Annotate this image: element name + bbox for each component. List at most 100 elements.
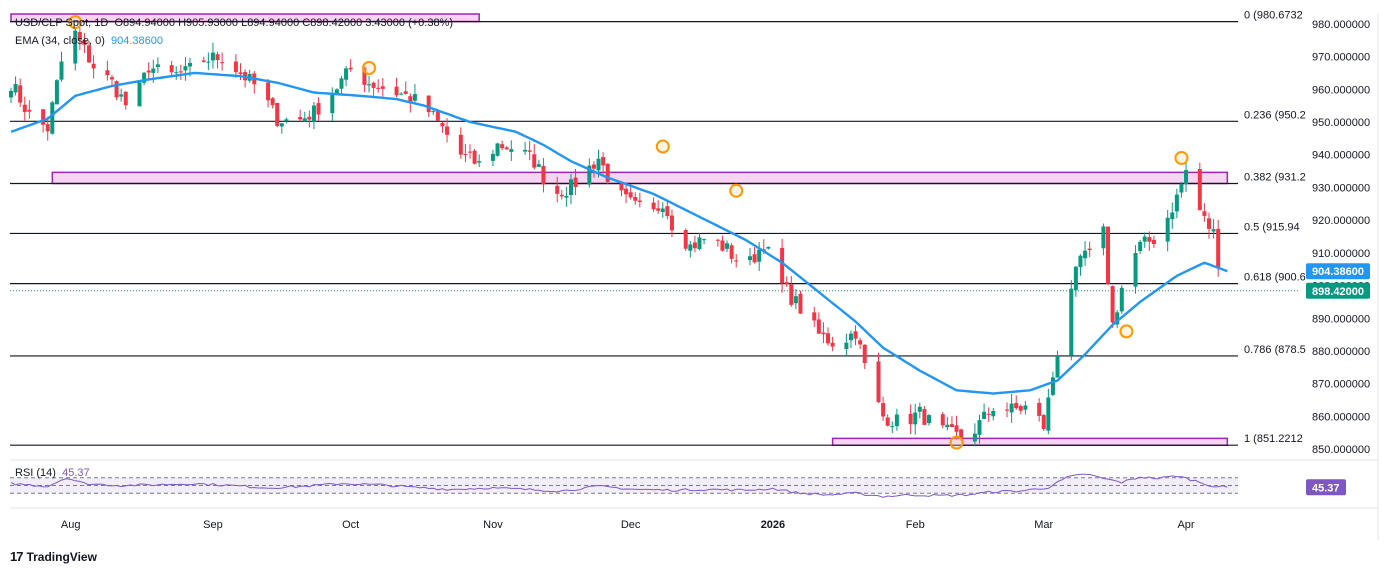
candle-body (367, 84, 372, 86)
candle (1101, 223, 1106, 256)
candle (445, 118, 450, 143)
fibonacci-group: 0 (980.6732 0.236 (950.2 0.382 (931.2 0.5 (… (10, 10, 1306, 446)
ema-label[interactable]: EMA (34, close, 0) (15, 35, 105, 47)
candle (894, 408, 899, 431)
candle (1138, 239, 1143, 255)
candle (821, 322, 826, 344)
candle (940, 411, 945, 429)
candle-body (798, 293, 803, 314)
y-tick-label: 880.000000 (1312, 346, 1370, 358)
candle-body (1142, 236, 1147, 242)
candle (541, 158, 546, 193)
candle-body (876, 361, 881, 403)
fib-label-0.618: 0.618 (900.6 (1244, 272, 1306, 284)
candle (573, 169, 578, 196)
tradingview-brand[interactable]: 17 TradingView (10, 549, 97, 564)
candle-body (927, 415, 931, 424)
candle (504, 146, 509, 150)
x-tick-label: Apr (1177, 519, 1194, 531)
candle (766, 246, 771, 250)
candle (109, 74, 114, 86)
candle-body (922, 409, 927, 425)
candle-body (587, 165, 592, 185)
candle-body (940, 414, 945, 426)
candle-body (50, 102, 55, 134)
candle-body (1151, 239, 1156, 245)
ema-legend: EMA (34, close, 0) 904.38600 (15, 35, 163, 47)
candle-body (564, 195, 569, 198)
candle (1005, 402, 1010, 418)
candle (146, 62, 151, 81)
candle (844, 333, 849, 356)
candle (509, 140, 514, 162)
candle (1170, 202, 1175, 229)
candle (1046, 388, 1051, 435)
candle-body (399, 93, 404, 95)
candle-body (1202, 211, 1207, 216)
candle (1184, 161, 1189, 192)
candle-body (233, 61, 238, 73)
candle (1073, 266, 1078, 297)
candle-body (858, 340, 863, 345)
rsi-value-label: 45.37 (1312, 482, 1340, 494)
candle-body (1147, 237, 1152, 242)
candle-body (527, 150, 532, 152)
candle-body (238, 72, 243, 75)
y-tick-label: 950.000000 (1312, 117, 1370, 129)
candle-body (752, 254, 757, 263)
candle (123, 91, 128, 110)
candle-body (431, 111, 436, 113)
candle-body (651, 202, 656, 210)
candle (1179, 181, 1184, 198)
candle-body (376, 87, 381, 89)
candle (91, 55, 96, 79)
candle (266, 79, 271, 108)
symbol-name[interactable]: USD/CLP Spot, 1D (15, 17, 109, 29)
x-tick-label: Nov (483, 519, 503, 531)
x-tick-label: Dec (621, 519, 641, 531)
candle-body (426, 95, 431, 113)
fib-label-0.236: 0.236 (950.2 (1244, 109, 1306, 121)
candle-body (188, 62, 193, 67)
x-tick-label: Mar (1034, 519, 1053, 531)
candle-body (109, 77, 114, 80)
candle (77, 27, 82, 50)
candle (527, 140, 532, 161)
candle-body (73, 30, 78, 64)
candle-body (669, 215, 674, 231)
rsi-legend-value: 45.37 (62, 467, 90, 479)
candle (348, 59, 353, 72)
candle-body (1083, 250, 1088, 259)
candle (720, 235, 725, 252)
candle (174, 66, 179, 80)
candle (624, 182, 629, 204)
x-tick-label: Aug (61, 519, 81, 531)
candle (972, 423, 977, 447)
candle-body (220, 62, 225, 64)
candle (1142, 232, 1147, 248)
price-axis: 850.000000 860.000000 870.000000 880.000000… (1306, 19, 1370, 456)
candle-body (1197, 169, 1202, 211)
candle (1037, 398, 1042, 422)
y-tick-label: 870.000000 (1312, 379, 1370, 391)
candle (1050, 371, 1055, 397)
candle-body (619, 183, 624, 191)
candle-body (949, 424, 954, 428)
rsi-label[interactable]: RSI (14) (15, 467, 56, 479)
candle (169, 60, 174, 78)
candle-body (266, 82, 271, 101)
candle (233, 54, 238, 78)
candle (1018, 404, 1023, 415)
candle (917, 402, 922, 419)
candle-body (45, 124, 50, 132)
y-tick-label: 920.000000 (1312, 215, 1370, 227)
candle (793, 289, 798, 310)
fib-label-0.5: 0.5 (915.94 (1244, 221, 1300, 233)
candle-body (830, 342, 835, 347)
candle-body (725, 243, 730, 249)
swing-marker (362, 60, 377, 75)
candle (734, 254, 739, 268)
x-tick-label: Feb (906, 519, 925, 531)
y-tick-label: 850.000000 (1312, 444, 1370, 456)
candle (1206, 212, 1211, 239)
